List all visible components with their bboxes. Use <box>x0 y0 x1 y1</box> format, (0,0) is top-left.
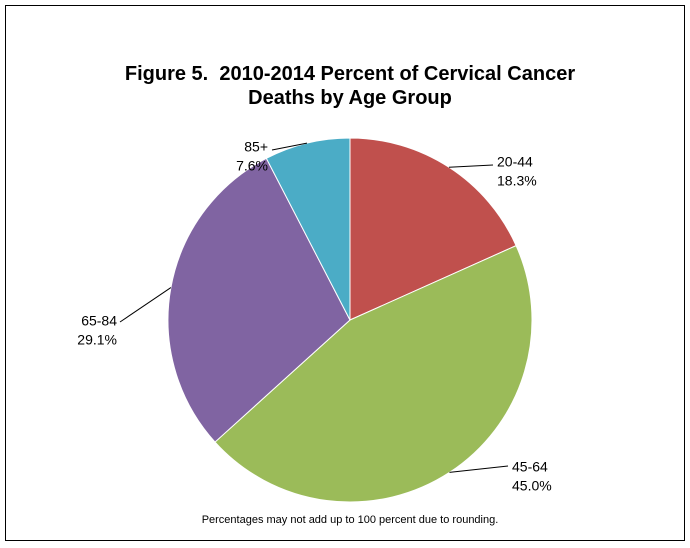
slice-category-label: 65-84 <box>81 313 117 329</box>
slice-category-label: 45-64 <box>512 459 548 475</box>
footnote: Percentages may not add up to 100 percen… <box>202 514 499 526</box>
slice-value-label: 29.1% <box>77 332 117 348</box>
slice-value-label: 45.0% <box>512 478 552 494</box>
slice-category-label: 85+ <box>244 139 268 155</box>
slice-value-label: 7.6% <box>236 158 268 174</box>
leader-line <box>271 142 308 151</box>
pie-slice <box>349 137 517 321</box>
slice-category-label: 20-44 <box>497 154 533 170</box>
leader-line <box>449 465 509 473</box>
slice-value-label: 18.3% <box>497 173 537 189</box>
chart-title: Figure 5. 2010-2014 Percent of Cervical … <box>124 63 581 109</box>
leader-line <box>448 164 494 168</box>
leader-line <box>119 287 172 323</box>
